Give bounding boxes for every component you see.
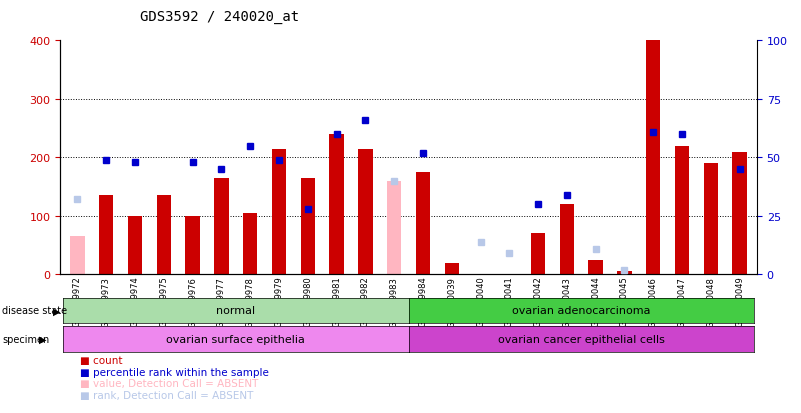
Bar [618, 272, 632, 275]
Bar [127, 216, 142, 275]
Bar [300, 178, 315, 275]
Bar [99, 196, 114, 275]
Bar [272, 149, 286, 275]
Bar [416, 173, 430, 275]
Bar [531, 234, 545, 275]
Text: ovarian adenocarcinoma: ovarian adenocarcinoma [512, 306, 650, 316]
Text: GDS3592 / 240020_at: GDS3592 / 240020_at [140, 10, 300, 24]
Bar [185, 216, 199, 275]
Bar [243, 214, 257, 275]
Bar [387, 181, 401, 275]
Text: specimen: specimen [2, 334, 50, 344]
Bar [675, 146, 690, 275]
Text: ▶: ▶ [39, 334, 46, 344]
Bar [646, 41, 661, 275]
Text: ■ value, Detection Call = ABSENT: ■ value, Detection Call = ABSENT [80, 378, 259, 388]
Bar [589, 260, 603, 275]
Text: ■ rank, Detection Call = ABSENT: ■ rank, Detection Call = ABSENT [80, 390, 253, 400]
Text: ■ percentile rank within the sample: ■ percentile rank within the sample [80, 367, 269, 377]
Text: disease state: disease state [2, 306, 67, 316]
Bar [358, 149, 372, 275]
Bar [445, 263, 459, 275]
Text: ovarian surface epithelia: ovarian surface epithelia [167, 334, 305, 344]
Bar [703, 164, 718, 275]
Bar [156, 196, 171, 275]
Bar [329, 135, 344, 275]
Text: normal: normal [216, 306, 256, 316]
Bar [70, 237, 85, 275]
Text: ovarian cancer epithelial cells: ovarian cancer epithelial cells [498, 334, 665, 344]
Bar [732, 152, 747, 275]
Bar [560, 205, 574, 275]
Text: ■ count: ■ count [80, 355, 123, 365]
Bar [214, 178, 228, 275]
Text: ▶: ▶ [53, 306, 60, 316]
